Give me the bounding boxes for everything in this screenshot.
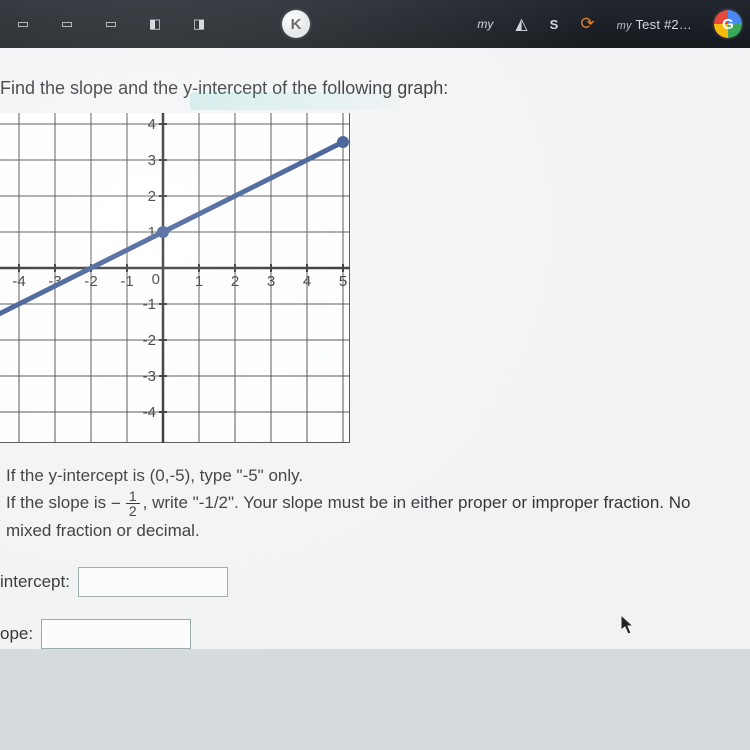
svg-text:1: 1 — [195, 273, 203, 290]
app-icon-2[interactable]: ▭ — [52, 16, 82, 32]
intercept-input[interactable] — [78, 567, 228, 597]
svg-text:3: 3 — [267, 273, 275, 290]
intercept-label: intercept: — [0, 572, 70, 592]
svg-text:-4: -4 — [12, 273, 25, 290]
app-icon-3[interactable]: ▭ — [96, 16, 126, 32]
svg-text:3: 3 — [148, 152, 156, 169]
svg-text:-2: -2 — [143, 332, 156, 349]
svg-text:-4: -4 — [143, 404, 156, 421]
k-badge-icon[interactable]: K — [282, 10, 310, 38]
question-prompt: Find the slope and the y-intercept of th… — [0, 78, 750, 99]
tab-title[interactable]: my Test #2… — [617, 17, 692, 32]
slope-label: ope: — [0, 624, 33, 644]
graph-svg: -4-3-2-10123454321-1-2-3-4-5 — [0, 113, 350, 443]
svg-text:5: 5 — [339, 273, 347, 290]
app-icon-4[interactable]: ◧ — [140, 16, 170, 32]
slope-row: ope: — [0, 619, 750, 649]
g-badge-icon[interactable]: G — [714, 10, 742, 38]
answer-instructions: If the y-intercept is (0,-5), type "-5" … — [6, 463, 736, 545]
graph: -4-3-2-10123454321-1-2-3-4-5 — [0, 113, 350, 443]
s-badge[interactable]: S — [550, 17, 559, 32]
taskbar: ▭ ▭ ▭ ◧ ◨ K my ◭ S ⟳ my Test #2… G — [0, 0, 750, 48]
svg-text:-1: -1 — [143, 296, 156, 313]
page-content: Find the slope and the y-intercept of th… — [0, 48, 750, 649]
hint-line-1: If the y-intercept is (0,-5), type "-5" … — [6, 463, 736, 489]
app-icon-1[interactable]: ▭ — [8, 16, 38, 32]
svg-text:2: 2 — [148, 188, 156, 205]
hint-line-3: mixed fraction or decimal. — [6, 518, 736, 544]
svg-text:4: 4 — [303, 273, 311, 290]
my-label: my — [477, 17, 493, 31]
svg-text:0: 0 — [152, 271, 160, 288]
hint-line-2: If the slope is −12, write "-1/2". Your … — [6, 489, 736, 518]
svg-text:-5: -5 — [143, 440, 156, 443]
svg-text:-2: -2 — [84, 273, 97, 290]
mouse-cursor-icon — [620, 614, 636, 636]
svg-text:4: 4 — [148, 116, 156, 133]
intercept-row: intercept: — [0, 567, 750, 597]
drive-icon[interactable]: ◭ — [515, 14, 527, 34]
app-icon-5[interactable]: ◨ — [184, 16, 214, 32]
slope-input[interactable] — [41, 619, 191, 649]
refresh-icon[interactable]: ⟳ — [580, 14, 594, 34]
svg-text:2: 2 — [231, 273, 239, 290]
svg-text:-3: -3 — [143, 368, 156, 385]
svg-text:-1: -1 — [120, 273, 133, 290]
